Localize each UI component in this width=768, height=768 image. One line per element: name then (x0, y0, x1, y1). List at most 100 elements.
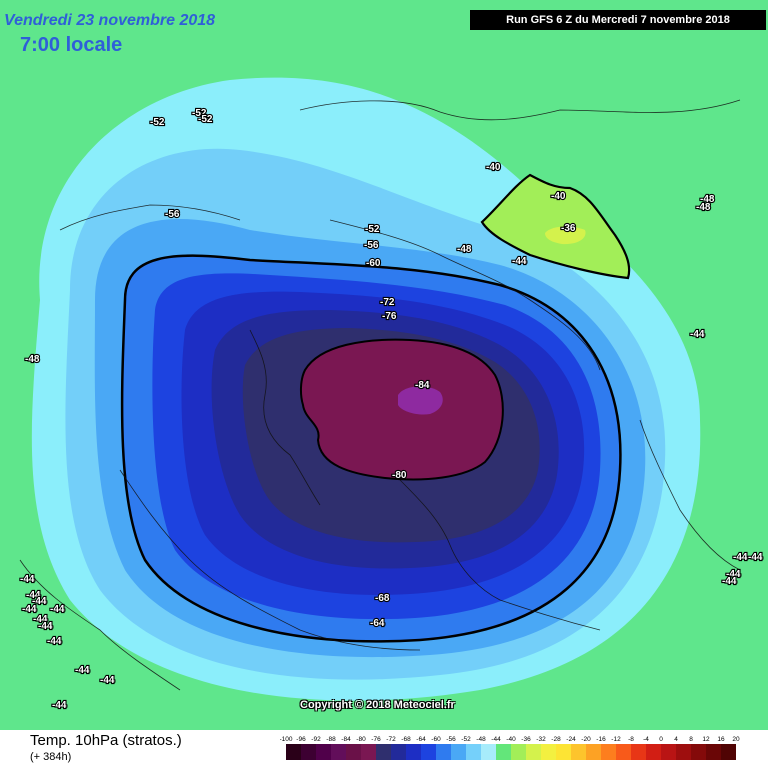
legend-tick-label: 4 (674, 736, 678, 743)
isotherm-label: -44 (75, 665, 90, 676)
isotherm-label: -44 (726, 569, 741, 580)
legend-tick-label: 0 (659, 736, 663, 743)
legend-swatch (346, 744, 361, 760)
legend-tick-label: -68 (401, 736, 411, 743)
isotherm-label: -40 (551, 191, 566, 202)
legend-swatch (571, 744, 586, 760)
legend-tick-label: -20 (581, 736, 591, 743)
isotherm-label: -64 (370, 618, 385, 629)
isotherm-label: -76 (382, 311, 397, 322)
legend-swatch (286, 744, 301, 760)
legend-tick-label: -32 (536, 736, 546, 743)
legend-swatch (691, 744, 706, 760)
legend-swatch (721, 744, 736, 760)
isotherm-label: -44 (690, 329, 705, 340)
legend-tick-label: -80 (356, 736, 366, 743)
legend-tick-label: -24 (566, 736, 576, 743)
legend-swatch (601, 744, 616, 760)
contour-minus-60 (120, 254, 622, 643)
legend-tick-label: 8 (689, 736, 693, 743)
legend-tick-label: 12 (702, 736, 710, 743)
isotherm-label: -44 (38, 621, 53, 632)
legend-swatch (391, 744, 406, 760)
legend-tick-labels: -100 -96 -92 -88 -84 -80 -76 -72 -68 -64 -60 -56 -52… (280, 736, 740, 743)
legend-swatch (676, 744, 691, 760)
legend-tick-label: -64 (416, 736, 426, 743)
legend-tick-label: -12 (611, 736, 621, 743)
isotherm-label: -48 (457, 244, 472, 255)
legend-swatch (421, 744, 436, 760)
legend-tick-label: -36 (521, 736, 531, 743)
isotherm-label: -48 (696, 202, 711, 213)
warm-minus-36 (545, 226, 586, 245)
isotherm-label: -44 (32, 596, 47, 607)
legend-tick-label: -40 (506, 736, 516, 743)
color-legend: -100 -96 -92 -88 -84 -80 -76 -72 -68 -64 -60 -56 -52… (280, 736, 740, 760)
isotherm-label: -44 (748, 552, 763, 563)
legend-swatch (706, 744, 721, 760)
legend-swatch (586, 744, 601, 760)
legend-tick-label: -44 (491, 736, 501, 743)
legend-tick-label: -72 (386, 736, 396, 743)
legend-swatch (616, 744, 631, 760)
isotherm-label: -72 (380, 297, 395, 308)
legend-swatch (511, 744, 526, 760)
legend-tick-label: -28 (551, 736, 561, 743)
isotherm-label: -52 (192, 108, 207, 119)
isotherm-label: -44 (512, 256, 527, 267)
legend-tick-label: -8 (628, 736, 634, 743)
isotherm-label: -44 (50, 604, 65, 615)
isotherm-label: -56 (165, 209, 180, 220)
legend-swatch (406, 744, 421, 760)
legend-tick-label: -56 (446, 736, 456, 743)
isotherm-label: -44 (52, 700, 67, 711)
isotherm-label: -52 (198, 114, 213, 125)
legend-swatch (481, 744, 496, 760)
coastlines (19, 99, 741, 691)
temperature-map: -52 -52 -52 -56 -52 -56 -60 -48 -44 -72 … (0, 0, 768, 730)
isotherm-label: -44 (733, 552, 748, 563)
legend-swatch (646, 744, 661, 760)
legend-tick-label: -76 (371, 736, 381, 743)
isotherm-label: -44 (20, 574, 35, 585)
variable-label: Temp. 10hPa (stratos.) (30, 732, 182, 749)
band-minus-80 (299, 338, 504, 481)
isotherm-label: -84 (415, 380, 430, 391)
legend-swatch (526, 744, 541, 760)
legend-swatch (556, 744, 571, 760)
isotherm-labels: -52 -52 -52 -56 -52 -56 -60 -48 -44 -72 … (19, 107, 764, 712)
isotherm-label: -60 (366, 258, 381, 269)
footer: Temp. 10hPa (stratos.) (+ 384h) -100 -96-… (0, 730, 768, 768)
copyright: Copyright © 2018 Meteociel.fr (300, 699, 455, 711)
isotherm-label: -48 (25, 354, 40, 365)
local-time: 7:00 locale (20, 34, 123, 56)
legend-tick-label: -4 (643, 736, 649, 743)
legend-tick-label: -100 (280, 736, 293, 743)
isotherm-label: -56 (364, 240, 379, 251)
legend-tick-label: -52 (461, 736, 471, 743)
legend-tick-label: -48 (476, 736, 486, 743)
legend-tick-label: -84 (341, 736, 351, 743)
legend-swatch (331, 744, 346, 760)
band-minus-84 (398, 386, 443, 415)
isotherm-label: -44 (26, 590, 41, 601)
legend-swatch (541, 744, 556, 760)
legend-swatch (661, 744, 676, 760)
legend-tick-label: -92 (311, 736, 321, 743)
isotherm-label: -36 (561, 223, 576, 234)
warm-minus-40 (480, 173, 631, 280)
legend-tick-label: 20 (732, 736, 740, 743)
legend-swatches (286, 744, 736, 760)
legend-tick-label: -96 (296, 736, 306, 743)
legend-swatch (466, 744, 481, 760)
legend-tick-label: -60 (431, 736, 441, 743)
isotherm-label: -68 (375, 593, 390, 604)
legend-swatch (301, 744, 316, 760)
legend-swatch (631, 744, 646, 760)
isotherm-label: -52 (150, 117, 165, 128)
legend-tick-label: -88 (326, 736, 336, 743)
isotherm-label: -44 (22, 604, 37, 615)
legend-swatch (361, 744, 376, 760)
lead-time-label: (+ 384h) (30, 751, 72, 763)
